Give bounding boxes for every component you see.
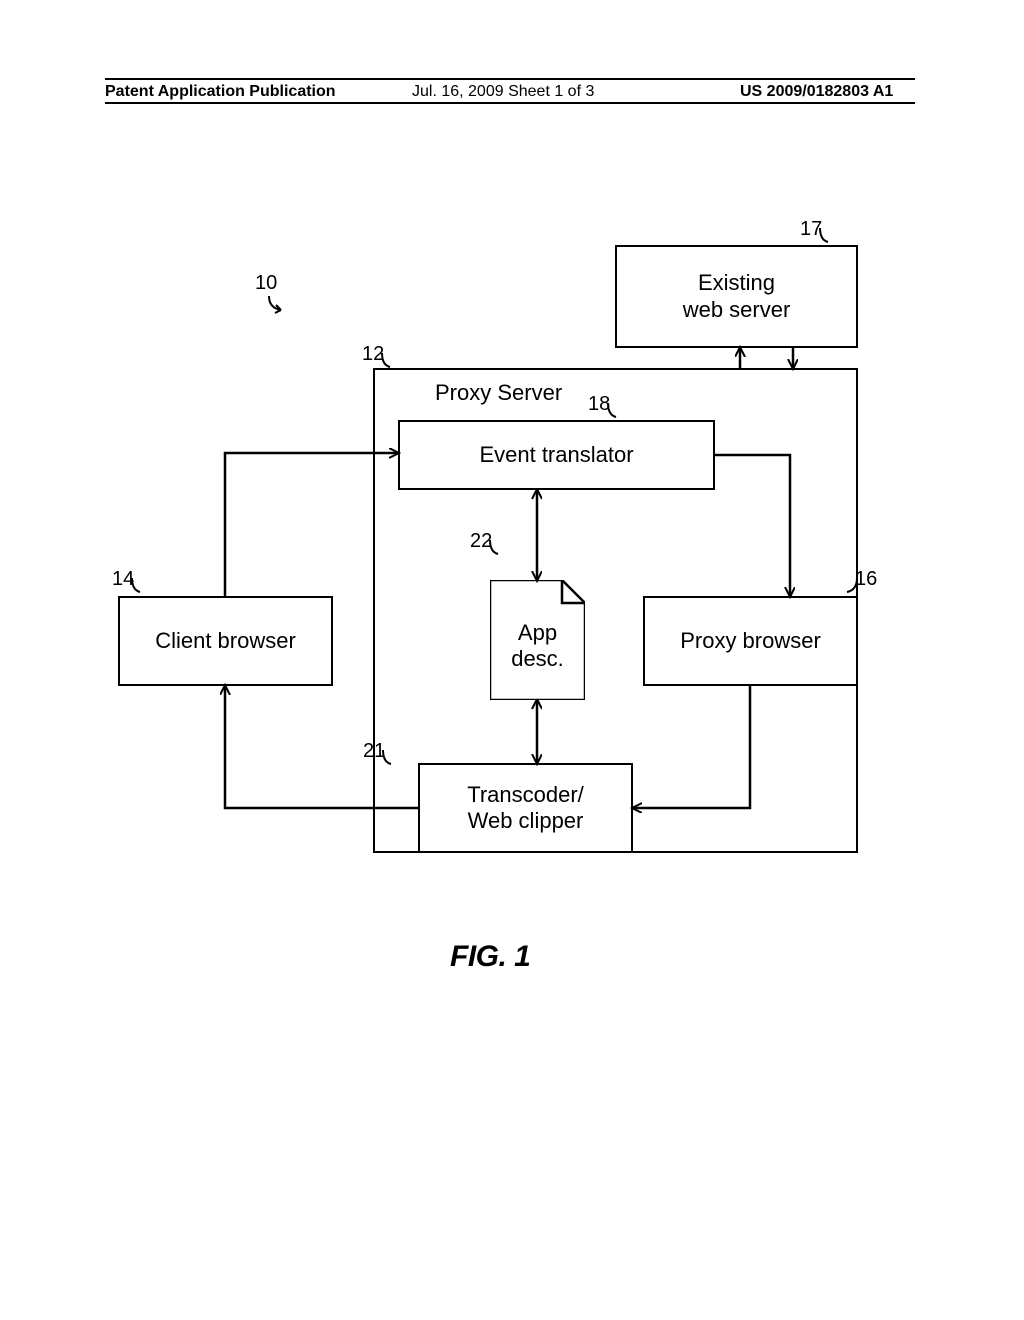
- ref-22: 22: [470, 530, 492, 553]
- box-transcoder: Transcoder/ Web clipper: [418, 763, 633, 853]
- header-right: US 2009/0182803 A1: [740, 83, 893, 101]
- header-rule-top: [105, 78, 915, 80]
- box-event-translator: Event translator: [398, 420, 715, 490]
- ref-12: 12: [362, 343, 384, 366]
- box-proxy-browser: Proxy browser: [643, 596, 858, 686]
- box-existing-web-server: Existing web server: [615, 245, 858, 348]
- header-left: Patent Application Publication: [105, 83, 336, 101]
- label-app-desc: App desc.: [511, 620, 564, 673]
- header-rule-bottom: [105, 102, 915, 104]
- label-proxy-browser: Proxy browser: [680, 628, 821, 654]
- box-client-browser: Client browser: [118, 596, 333, 686]
- doc-app-desc: App desc.: [490, 580, 585, 700]
- label-client-browser: Client browser: [155, 628, 296, 654]
- ref-18: 18: [588, 393, 610, 416]
- label-event-translator: Event translator: [479, 442, 633, 468]
- ref-14: 14: [112, 568, 134, 591]
- label-transcoder: Transcoder/ Web clipper: [467, 782, 584, 835]
- header-center: Jul. 16, 2009 Sheet 1 of 3: [412, 83, 594, 101]
- ref-16: 16: [855, 568, 877, 591]
- label-proxy-server: Proxy Server: [435, 380, 562, 406]
- ref-10: 10: [255, 272, 277, 295]
- figure-caption: FIG. 1: [450, 940, 530, 974]
- ref-17: 17: [800, 218, 822, 241]
- ref-21: 21: [363, 740, 385, 763]
- page: Patent Application Publication Jul. 16, …: [0, 0, 1024, 1320]
- label-existing-web-server: Existing web server: [683, 270, 791, 323]
